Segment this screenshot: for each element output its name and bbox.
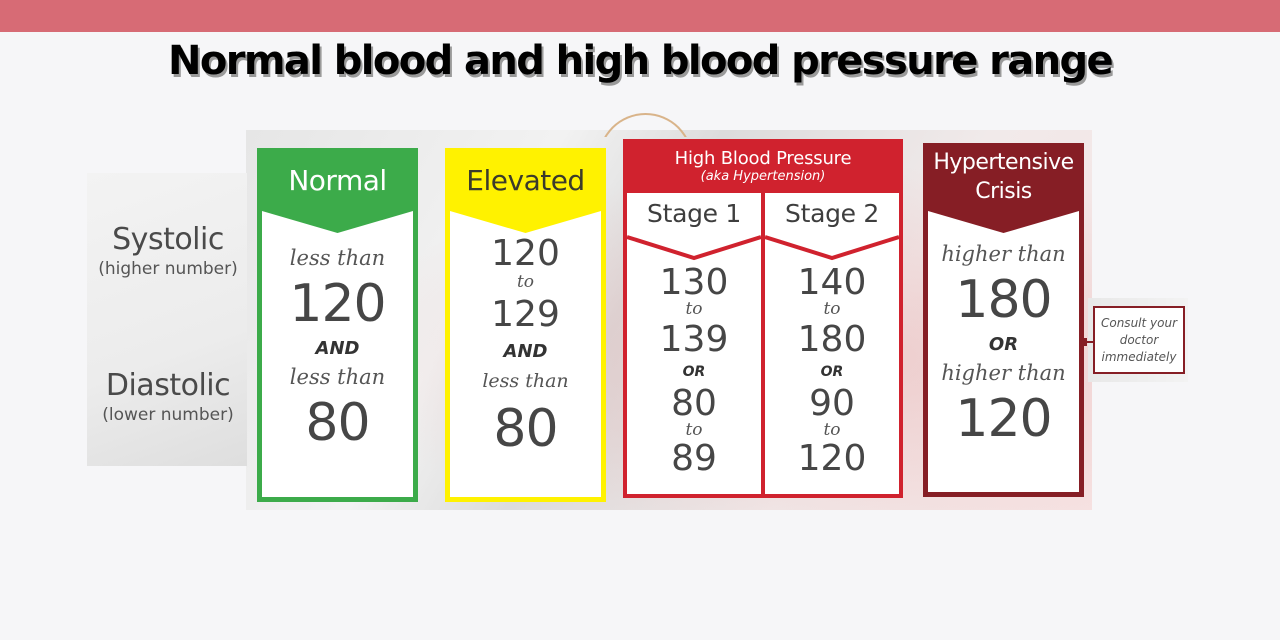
normal-systolic-prefix: less than xyxy=(289,246,386,270)
stage-2-conjunction: OR xyxy=(820,364,844,380)
stage-1-diastolic-from: 80 xyxy=(671,383,717,424)
stage-2-label: Stage 2 xyxy=(785,199,879,228)
elevated-systolic-to: 129 xyxy=(491,294,560,335)
chevron-down-icon xyxy=(262,207,413,233)
card-elevated-title: Elevated xyxy=(466,164,585,197)
card-elevated: Elevated 120 to 129 AND less than 80 xyxy=(445,148,606,502)
card-hbp-subtitle: (aka Hypertension) xyxy=(700,169,826,184)
card-crisis-header: Hypertensive Crisis xyxy=(928,148,1079,233)
crisis-systolic-value: 180 xyxy=(955,270,1052,330)
elevated-to-word: to xyxy=(516,272,535,292)
normal-diastolic-prefix: less than xyxy=(289,365,386,389)
crisis-conjunction: OR xyxy=(988,334,1019,355)
stage-1-label: Stage 1 xyxy=(647,199,741,228)
stage-1-systolic-to: 139 xyxy=(659,319,729,360)
background-photo-left xyxy=(87,173,247,466)
stage-1-to-word: to xyxy=(685,299,703,319)
chevron-down-icon xyxy=(928,207,1079,233)
stage-1-systolic-from: 130 xyxy=(659,262,729,303)
stage-2-to-word: to xyxy=(823,299,841,319)
stage-2-diastolic-from: 90 xyxy=(809,383,855,424)
elevated-diastolic-value: 80 xyxy=(493,399,558,459)
chevron-down-icon xyxy=(765,235,899,261)
systolic-label: Systolic (higher number) xyxy=(88,222,248,279)
card-hypertensive-crisis: Hypertensive Crisis higher than 180 OR h… xyxy=(923,143,1084,497)
stage-2-systolic-from: 140 xyxy=(797,262,867,303)
hbp-stages: Stage 1 130 to 139 OR 80 to 89 Stage 2 1… xyxy=(627,193,899,494)
stage-2-to-word-2: to xyxy=(823,420,841,440)
normal-diastolic-value: 80 xyxy=(305,393,370,453)
stage-1: Stage 1 130 to 139 OR 80 to 89 xyxy=(627,193,761,494)
crisis-diastolic-prefix: higher than xyxy=(941,361,1066,385)
callout-connector xyxy=(1083,341,1094,343)
consult-doctor-callout: Consult your doctor immediately xyxy=(1093,306,1185,374)
page-title: Normal blood and high blood pressure ran… xyxy=(167,38,1114,84)
diastolic-subtitle: (lower number) xyxy=(102,405,234,425)
card-crisis-title-line2: Crisis xyxy=(975,179,1032,204)
callout-line-3: immediately xyxy=(1101,349,1177,364)
elevated-diastolic-prefix: less than xyxy=(482,370,569,392)
card-high-blood-pressure: High Blood Pressure (aka Hypertension) S… xyxy=(623,139,903,498)
crisis-diastolic-value: 120 xyxy=(955,389,1052,449)
card-crisis-title-line1: Hypertensive xyxy=(933,150,1074,176)
systolic-subtitle: (higher number) xyxy=(98,259,238,279)
card-normal: Normal less than 120 AND less than 80 xyxy=(257,148,418,502)
normal-conjunction: AND xyxy=(315,338,360,359)
elevated-systolic-from: 120 xyxy=(491,233,560,274)
stage-1-to-word-2: to xyxy=(685,420,703,440)
stage-1-diastolic-to: 89 xyxy=(671,438,717,479)
callout-line-2: doctor xyxy=(1119,332,1159,347)
card-normal-header: Normal xyxy=(262,153,413,233)
card-hbp-header: High Blood Pressure (aka Hypertension) xyxy=(627,143,899,193)
crisis-systolic-prefix: higher than xyxy=(941,242,1066,266)
callout-line-1: Consult your xyxy=(1100,316,1178,330)
normal-systolic-value: 120 xyxy=(289,274,386,334)
stage-1-conjunction: OR xyxy=(682,364,706,380)
stage-2-systolic-to: 180 xyxy=(797,319,867,360)
systolic-title: Systolic xyxy=(112,222,224,257)
card-normal-title: Normal xyxy=(288,164,387,197)
diastolic-title: Diastolic xyxy=(105,368,231,403)
chevron-down-icon xyxy=(627,235,761,261)
stage-2-diastolic-to: 120 xyxy=(797,438,867,479)
diastolic-label: Diastolic (lower number) xyxy=(88,368,248,425)
top-banner xyxy=(0,0,1280,32)
elevated-conjunction: AND xyxy=(503,341,548,362)
stage-2: Stage 2 140 to 180 OR 90 to 120 xyxy=(761,193,899,494)
card-elevated-header: Elevated xyxy=(450,153,601,233)
card-hbp-title: High Blood Pressure xyxy=(674,148,852,169)
chevron-down-icon xyxy=(450,207,601,233)
